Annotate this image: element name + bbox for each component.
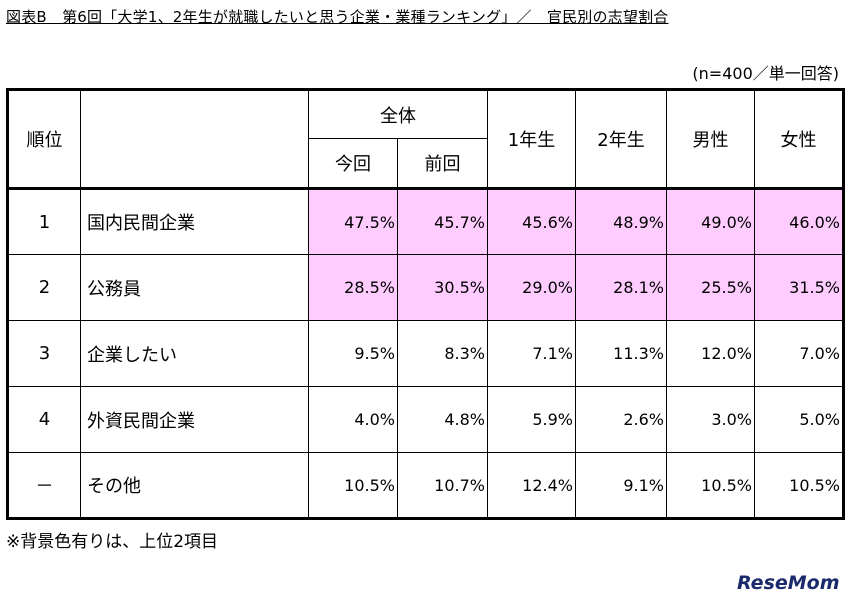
value-cell: 49.0%	[666, 188, 755, 255]
value-cell: 28.5%	[308, 254, 398, 321]
header-overall: 全体	[308, 89, 488, 139]
value-cell: 46.0%	[754, 188, 844, 255]
header-previous: 前回	[397, 138, 488, 190]
value-cell: 31.5%	[754, 254, 844, 321]
value-cell: 7.0%	[754, 320, 844, 387]
rank-cell: 3	[7, 320, 81, 387]
value-cell: 5.0%	[754, 386, 844, 453]
value-cell: 4.8%	[397, 386, 488, 453]
resemom-logo: ReseMom	[737, 572, 840, 594]
rank-cell: －	[7, 452, 81, 519]
value-cell: 45.7%	[397, 188, 488, 255]
value-cell: 5.9%	[487, 386, 576, 453]
table-row: 1 国内民間企業 47.5% 45.7% 45.6% 48.9% 49.0% 46.0%	[7, 188, 844, 255]
svg-text:ReseMom: ReseMom	[737, 572, 840, 594]
header-year2: 2年生	[575, 89, 667, 190]
category-cell: 国内民間企業	[80, 188, 309, 255]
category-cell: 外資民間企業	[80, 386, 309, 453]
header-current: 今回	[308, 138, 398, 190]
table-row: 2 公務員 28.5% 30.5% 29.0% 28.1% 25.5% 31.5%	[7, 254, 844, 321]
page-title: 図表B 第6回「大学1、2年生が就職したいと思う企業・業種ランキング」／ 官民別…	[6, 8, 669, 26]
table-row: 4 外資民間企業 4.0% 4.8% 5.9% 2.6% 3.0% 5.0%	[7, 386, 844, 453]
value-cell: 10.5%	[308, 452, 398, 519]
header-category	[80, 89, 309, 190]
value-cell: 10.7%	[397, 452, 488, 519]
value-cell: 10.5%	[754, 452, 844, 519]
category-cell: 企業したい	[80, 320, 309, 387]
table-row: 3 企業したい 9.5% 8.3% 7.1% 11.3% 12.0% 7.0%	[7, 320, 844, 387]
value-cell: 29.0%	[487, 254, 576, 321]
value-cell: 8.3%	[397, 320, 488, 387]
table-row: －その他 10.5% 10.7% 12.4% 9.1% 10.5% 10.5%	[7, 452, 844, 519]
header-year1: 1年生	[487, 89, 576, 190]
header-male: 男性	[666, 89, 755, 190]
rank-cell: 2	[7, 254, 81, 321]
value-cell: 12.0%	[666, 320, 755, 387]
value-cell: 4.0%	[308, 386, 398, 453]
sample-size-note: (n=400／単一回答)	[692, 64, 839, 83]
category-cell: 公務員	[80, 254, 309, 321]
header-rank: 順位	[7, 89, 81, 190]
value-cell: 25.5%	[666, 254, 755, 321]
rank-cell: 1	[7, 188, 81, 255]
value-cell: 10.5%	[666, 452, 755, 519]
value-cell: 3.0%	[666, 386, 755, 453]
rank-cell: 4	[7, 386, 81, 453]
value-cell: 9.5%	[308, 320, 398, 387]
value-cell: 11.3%	[575, 320, 667, 387]
value-cell: 48.9%	[575, 188, 667, 255]
ranking-table: 順位 全体 1年生 2年生 男性 女性 今回 前回 1 国内民間企業 47.5% 45…	[6, 88, 845, 520]
value-cell: 47.5%	[308, 188, 398, 255]
value-cell: 9.1%	[575, 452, 667, 519]
value-cell: 7.1%	[487, 320, 576, 387]
value-cell: 12.4%	[487, 452, 576, 519]
footnote: ※背景色有りは、上位2項目	[6, 532, 219, 552]
category-cell: その他	[80, 452, 309, 519]
value-cell: 30.5%	[397, 254, 488, 321]
value-cell: 45.6%	[487, 188, 576, 255]
value-cell: 28.1%	[575, 254, 667, 321]
header-female: 女性	[754, 89, 844, 190]
value-cell: 2.6%	[575, 386, 667, 453]
